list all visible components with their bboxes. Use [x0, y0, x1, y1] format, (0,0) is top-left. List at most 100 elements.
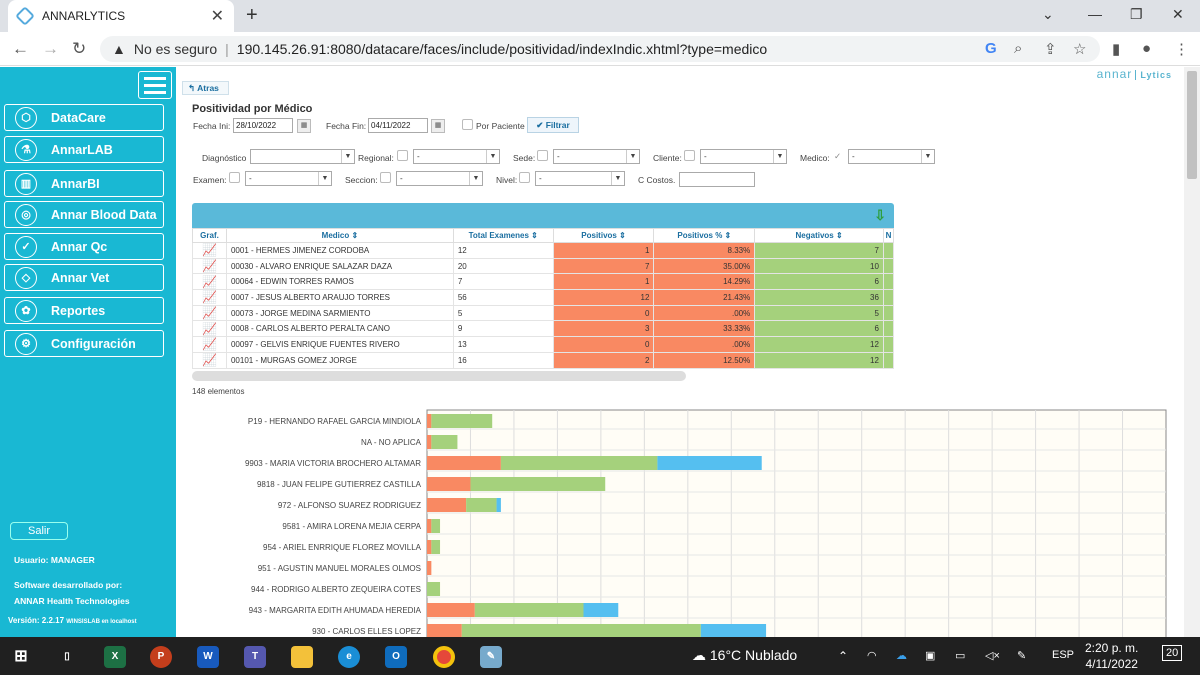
chart-bar-series-3[interactable]	[583, 603, 619, 617]
chart-bar-series-2[interactable]	[431, 414, 493, 428]
line-chart-icon[interactable]: 📈	[202, 274, 217, 289]
pen-icon[interactable]: ✎	[1017, 650, 1027, 662]
sidebar-item-blood-data[interactable]: ◎ Annar Blood Data	[4, 201, 164, 228]
outlook-icon[interactable]: O	[385, 646, 407, 668]
chart-bar-series-1[interactable]	[427, 519, 432, 533]
line-chart-icon[interactable]: 📈	[202, 306, 217, 321]
google-icon[interactable]: G	[985, 40, 997, 57]
excel-icon[interactable]: X	[104, 646, 126, 668]
table-row[interactable]: 📈 00073 - JORGE MEDINA SARMIENTO 5 0.00% 5	[192, 304, 895, 322]
browser-tab[interactable]: ANNARLYTICS ✕	[8, 0, 234, 32]
calendar-icon[interactable]: ▦	[297, 119, 311, 133]
back-icon[interactable]: ←	[12, 39, 29, 58]
teams-icon[interactable]: T	[244, 646, 266, 668]
seccion-select[interactable]: - ▼	[396, 171, 483, 186]
cliente-select[interactable]: - ▼	[700, 149, 787, 164]
battery-icon[interactable]: ▭	[955, 650, 966, 662]
chevron-up-icon[interactable]: ⌃	[838, 649, 849, 663]
nivel-checkbox[interactable]	[519, 172, 530, 183]
language-indicator[interactable]: ESP	[1052, 649, 1075, 661]
chart-bar-series-1[interactable]	[427, 540, 432, 554]
hamburger-menu-icon[interactable]	[138, 71, 172, 99]
chart-bar-series-2[interactable]	[500, 456, 658, 470]
seccion-checkbox[interactable]	[380, 172, 391, 183]
line-chart-icon[interactable]: 📈	[202, 353, 217, 368]
chart-bar-series-2[interactable]	[427, 582, 441, 596]
chart-bar-series-2[interactable]	[461, 624, 701, 637]
table-row[interactable]: 📈 00097 - GELVIS ENRIQUE FUENTES RIVERO 13…	[192, 336, 895, 353]
display-icon[interactable]: ▣	[925, 650, 936, 662]
chart-bar-series-2[interactable]	[431, 435, 458, 449]
onedrive-icon[interactable]: ☁	[896, 650, 907, 662]
regional-select[interactable]: - ▼	[413, 149, 500, 164]
url-bar[interactable]: ▲ No es seguro | 190.145.26.91:8080/data…	[100, 36, 1100, 62]
sidebar-item-annarbi[interactable]: ▥ AnnarBI	[4, 170, 164, 197]
calendar-icon[interactable]: ▦	[431, 119, 445, 133]
sidebar-item-configuracion[interactable]: ⚙ Configuración	[4, 330, 164, 357]
col-header-medico[interactable]: Medico ⇕	[225, 228, 454, 243]
edge-icon[interactable]: e	[338, 646, 360, 668]
chart-bar-series-2[interactable]	[470, 477, 606, 491]
nivel-select[interactable]: - ▼	[535, 171, 625, 186]
chart-bar-series-1[interactable]	[427, 561, 432, 575]
paint-icon[interactable]: ✎	[480, 646, 502, 668]
sidebar-item-annar-vet[interactable]: ◇ Annar Vet	[4, 264, 164, 291]
chart-bar-series-2[interactable]	[431, 540, 441, 554]
table-row[interactable]: 📈 00101 - MURGAS GOMEZ JORGE 16 2 12.50% 12	[192, 351, 895, 369]
regional-checkbox[interactable]	[397, 150, 408, 161]
word-icon[interactable]: W	[197, 646, 219, 668]
chart-bar-series-1[interactable]	[427, 603, 475, 617]
table-row[interactable]: 📈 00030 - ALVARO ENRIQUE SALAZAR DAZA 20 7 3…	[192, 257, 895, 275]
share-icon[interactable]: ⇪	[1044, 41, 1057, 58]
chart-bar-series-3[interactable]	[657, 456, 762, 470]
line-chart-icon[interactable]: 📈	[202, 259, 217, 274]
medico-select[interactable]: - ▼	[848, 149, 935, 164]
volume-icon[interactable]: ◁×	[985, 650, 1000, 662]
task-view-icon[interactable]: ▯	[64, 651, 70, 662]
line-chart-icon[interactable]: 📈	[202, 337, 217, 352]
line-chart-icon[interactable]: 📈	[202, 290, 217, 305]
restore-icon[interactable]: ❐	[1130, 6, 1143, 22]
col-header-positivos-pct[interactable]: Positivos % ⇕	[653, 228, 756, 243]
table-horizontal-scrollbar[interactable]	[192, 371, 686, 381]
zoom-icon[interactable]: ⌕	[1014, 40, 1023, 57]
chart-bar-series-3[interactable]	[700, 624, 767, 637]
col-header-n[interactable]: N	[882, 228, 895, 243]
excel-export-icon[interactable]: ⇩	[874, 207, 886, 223]
chrome-icon[interactable]	[433, 646, 455, 668]
taskbar-clock[interactable]: 2:20 p. m. 4/11/2022	[1085, 641, 1139, 671]
c-costos-input[interactable]	[679, 172, 755, 187]
file-explorer-icon[interactable]	[291, 646, 313, 668]
table-row[interactable]: 📈 00064 - EDWIN TORRES RAMOS 7 1 14.29% 6	[192, 273, 895, 291]
check-icon[interactable]: ✓	[834, 151, 842, 161]
fecha-fin-input[interactable]: 04/11/2022	[368, 118, 428, 133]
sede-select[interactable]: - ▼	[553, 149, 640, 164]
chart-bar-series-1[interactable]	[427, 435, 432, 449]
table-row[interactable]: 📈 0007 - JESUS ALBERTO ARAUJO TORRES 56 12 2…	[192, 289, 895, 306]
sidebar-item-reportes[interactable]: ✿ Reportes	[4, 297, 164, 324]
logout-button[interactable]: Salir	[10, 522, 68, 540]
chart-bar-series-2[interactable]	[466, 498, 497, 512]
profile-icon[interactable]: ●	[1142, 40, 1152, 57]
table-row[interactable]: 📈 0008 - CARLOS ALBERTO PERALTA CANO 9 3 33.…	[192, 320, 895, 338]
diagnostico-select[interactable]: ▼	[250, 149, 355, 164]
page-scrollbar[interactable]	[1184, 67, 1200, 637]
col-header-graf[interactable]: Graf.	[192, 228, 227, 243]
col-header-positivos[interactable]: Positivos ⇕	[552, 228, 655, 243]
powerpoint-icon[interactable]: P	[150, 646, 172, 668]
sede-checkbox[interactable]	[537, 150, 548, 161]
sidebar-item-datacare[interactable]: ⬡ DataCare	[4, 104, 164, 131]
reload-icon[interactable]: ↻	[72, 39, 87, 58]
col-header-negativos[interactable]: Negativos ⇕	[754, 228, 884, 243]
warning-icon[interactable]: ▲	[112, 41, 126, 57]
examen-select[interactable]: - ▼	[245, 171, 332, 186]
close-tab-icon[interactable]: ✕	[210, 8, 224, 25]
new-tab-icon[interactable]: +	[246, 4, 258, 26]
menu-dots-icon[interactable]: ⋮	[1174, 41, 1189, 58]
chart-bar-series-2[interactable]	[474, 603, 584, 617]
sidebar-item-annarlab[interactable]: ⚗ AnnarLAB	[4, 136, 164, 163]
filtrar-button[interactable]: ✔ Filtrar	[527, 117, 579, 133]
chart-bar-series-1[interactable]	[427, 456, 501, 470]
sidebar-item-annar-qc[interactable]: ✓ Annar Qc	[4, 233, 164, 260]
close-window-icon[interactable]: ✕	[1172, 6, 1184, 22]
